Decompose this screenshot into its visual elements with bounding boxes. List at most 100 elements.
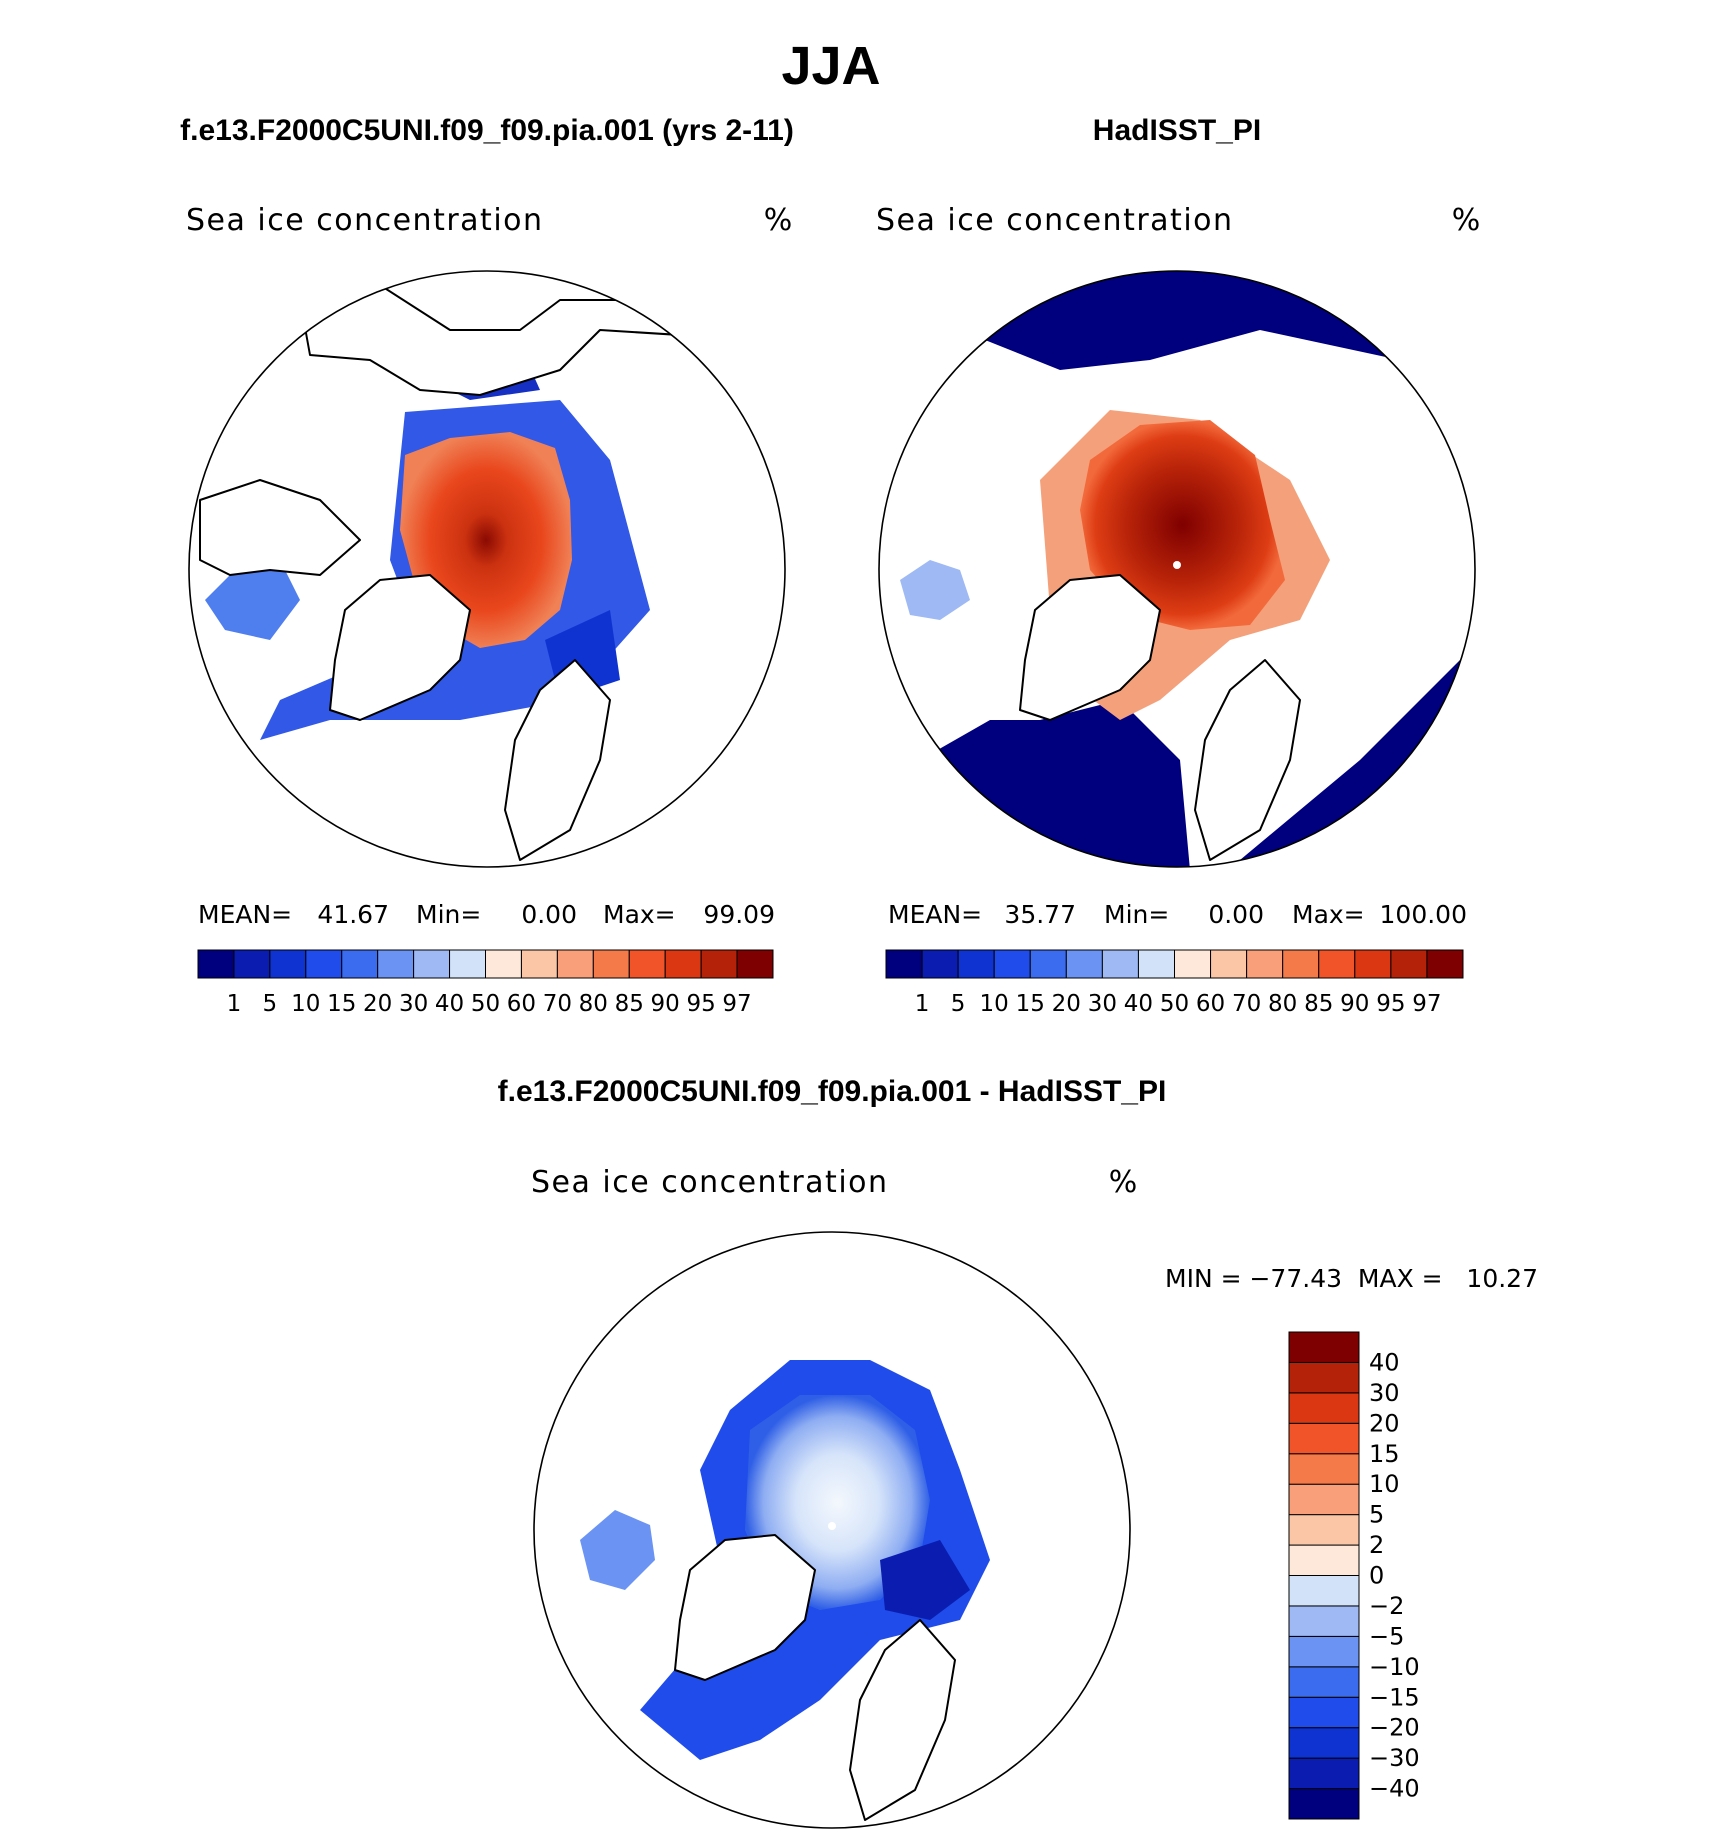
colorbar-swatch	[700, 949, 738, 979]
colorbar-swatch	[993, 949, 1031, 979]
colorbar-swatch	[485, 949, 522, 979]
colorbar-swatch	[197, 949, 235, 979]
colorbar-swatch	[341, 949, 379, 979]
colorbar-swatch	[1288, 1788, 1360, 1820]
colorbar-swatch	[1354, 949, 1392, 979]
colorbar-swatch	[1174, 949, 1212, 979]
colorbar-tick-label: 85	[1304, 991, 1333, 1017]
panel-obs: Sea ice concentration % MEAN= 35.77 Min=…	[876, 203, 1481, 1017]
panel-model-units: %	[764, 203, 793, 238]
panel-diff-variable: Sea ice concentration	[531, 1165, 889, 1200]
colorbar-tick-label: −20	[1369, 1714, 1420, 1742]
colorbar-swatch	[1288, 1666, 1360, 1698]
obs-min-label: Min=	[1104, 900, 1169, 929]
model-max-label: Max=	[603, 900, 676, 929]
colorbar-swatch	[1065, 949, 1103, 979]
colorbar-tick-label: 70	[1232, 991, 1261, 1017]
colorbar-tick-label: 50	[1160, 991, 1189, 1017]
colorbar-tick-label: 20	[1052, 991, 1081, 1017]
colorbar-tick-label: 15	[1016, 991, 1045, 1017]
colorbar-swatch	[1288, 1483, 1360, 1516]
colorbar-swatch	[556, 949, 594, 979]
map-model-boundary	[188, 270, 786, 868]
map-obs-greenland	[1019, 574, 1161, 721]
colorbar-tick-label: 97	[1412, 991, 1441, 1017]
colorbar-tick-label: 5	[263, 991, 278, 1017]
panel-diff-stats: MIN = −77.43 MAX = 10.27	[1165, 1264, 1538, 1293]
map-diff-scandinavia	[849, 1619, 956, 1821]
colorbar-tick-label: 15	[1369, 1440, 1400, 1468]
colorbar-tick-label: −2	[1369, 1592, 1404, 1620]
colorbar-swatch	[957, 949, 995, 979]
colorbar-tick-label: 10	[1369, 1470, 1400, 1498]
map-model-scandinavia	[504, 659, 611, 861]
colorbar-swatch	[520, 949, 558, 979]
panel-obs-heading: HadISST_PI	[1093, 114, 1261, 147]
colorbar-tick-label: −30	[1369, 1744, 1420, 1772]
panel-model-heading: f.e13.F2000C5UNI.f09_f09.pia.001 (yrs 2-…	[180, 114, 794, 147]
panel-model-stats: MEAN= 41.67 Min= 0.00 Max= 99.09	[198, 900, 775, 929]
colorbar-swatch	[628, 949, 666, 979]
colorbar-swatch	[1288, 1727, 1360, 1759]
colorbar-tick-label: 90	[651, 991, 680, 1017]
colorbar-tick-label: 30	[399, 991, 428, 1017]
colorbar-swatch	[921, 949, 959, 979]
colorbar-swatch	[269, 949, 307, 979]
colorbar-tick-label: 80	[1268, 991, 1297, 1017]
colorbar-swatch	[377, 949, 415, 979]
colorbar-tick-label: 90	[1340, 991, 1369, 1017]
map-diff-hudson-bay	[580, 1510, 655, 1590]
panel-obs-map	[879, 271, 1475, 867]
colorbar-swatch	[1288, 1422, 1360, 1455]
obs-min-value: 0.00	[1208, 900, 1264, 929]
colorbar-tick-label: 70	[543, 991, 572, 1017]
map-diff-greenland	[674, 1534, 816, 1681]
colorbar-swatch	[1390, 949, 1428, 979]
model-mean-label: MEAN=	[198, 900, 292, 929]
colorbar-tick-label: 85	[615, 991, 644, 1017]
colorbar-tick-label: 95	[1376, 991, 1405, 1017]
colorbar-swatch	[1137, 949, 1175, 979]
panel-diff-heading: f.e13.F2000C5UNI.f09_f09.pia.001 - HadIS…	[498, 1075, 1167, 1108]
colorbar-swatch	[305, 949, 343, 979]
colorbar-swatch	[1029, 949, 1067, 979]
colorbar-obs: 1 5 10 15 20 30 40 50 60 70 80 85 90 95 97	[885, 949, 1464, 1017]
colorbar-swatch	[1101, 949, 1139, 979]
colorbar-tick-label: 10	[291, 991, 320, 1017]
colorbar-tick-label: 40	[1369, 1348, 1400, 1376]
colorbar-swatch	[1426, 949, 1464, 979]
colorbar-swatch	[1288, 1331, 1360, 1363]
obs-mean-value: 35.77	[1004, 900, 1076, 929]
colorbar-swatch	[1288, 1575, 1360, 1607]
colorbar-swatch	[885, 949, 923, 979]
map-obs-hudson-bay-ice	[900, 560, 970, 620]
map-model-hudson-bay-ice	[205, 565, 300, 640]
colorbar-swatch	[1210, 949, 1248, 979]
panel-obs-units: %	[1452, 203, 1481, 238]
colorbar-tick-label: 30	[1088, 991, 1117, 1017]
colorbar-swatch	[664, 949, 702, 979]
colorbar-tick-label: 60	[507, 991, 536, 1017]
colorbar-tick-label: 20	[1369, 1409, 1400, 1437]
panel-diff: Sea ice concentration % MIN = −77.43 MAX…	[531, 1165, 1538, 1829]
colorbar-tick-label: 80	[579, 991, 608, 1017]
map-obs-pack-ice	[1080, 420, 1285, 630]
colorbar-swatch	[1288, 1635, 1360, 1668]
map-model-greenland	[329, 574, 471, 721]
colorbar-tick-label: 40	[435, 991, 464, 1017]
colorbar-tick-label: 97	[722, 991, 751, 1017]
colorbar-tick-label: −5	[1369, 1622, 1404, 1650]
colorbar-swatch	[1288, 1514, 1360, 1546]
panel-diff-units: %	[1109, 1165, 1138, 1200]
colorbar-tick-label: 40	[1124, 991, 1153, 1017]
model-max-value: 99.09	[703, 900, 775, 929]
obs-max-label: Max=	[1292, 900, 1365, 929]
colorbar-tick-label: −40	[1369, 1775, 1420, 1803]
colorbar-swatch	[1282, 949, 1320, 979]
obs-max-value: 100.00	[1380, 900, 1467, 929]
map-diff-barents-deficit	[880, 1540, 970, 1620]
colorbar-tick-label: 5	[1369, 1501, 1384, 1529]
colorbar-swatch	[1288, 1392, 1360, 1424]
